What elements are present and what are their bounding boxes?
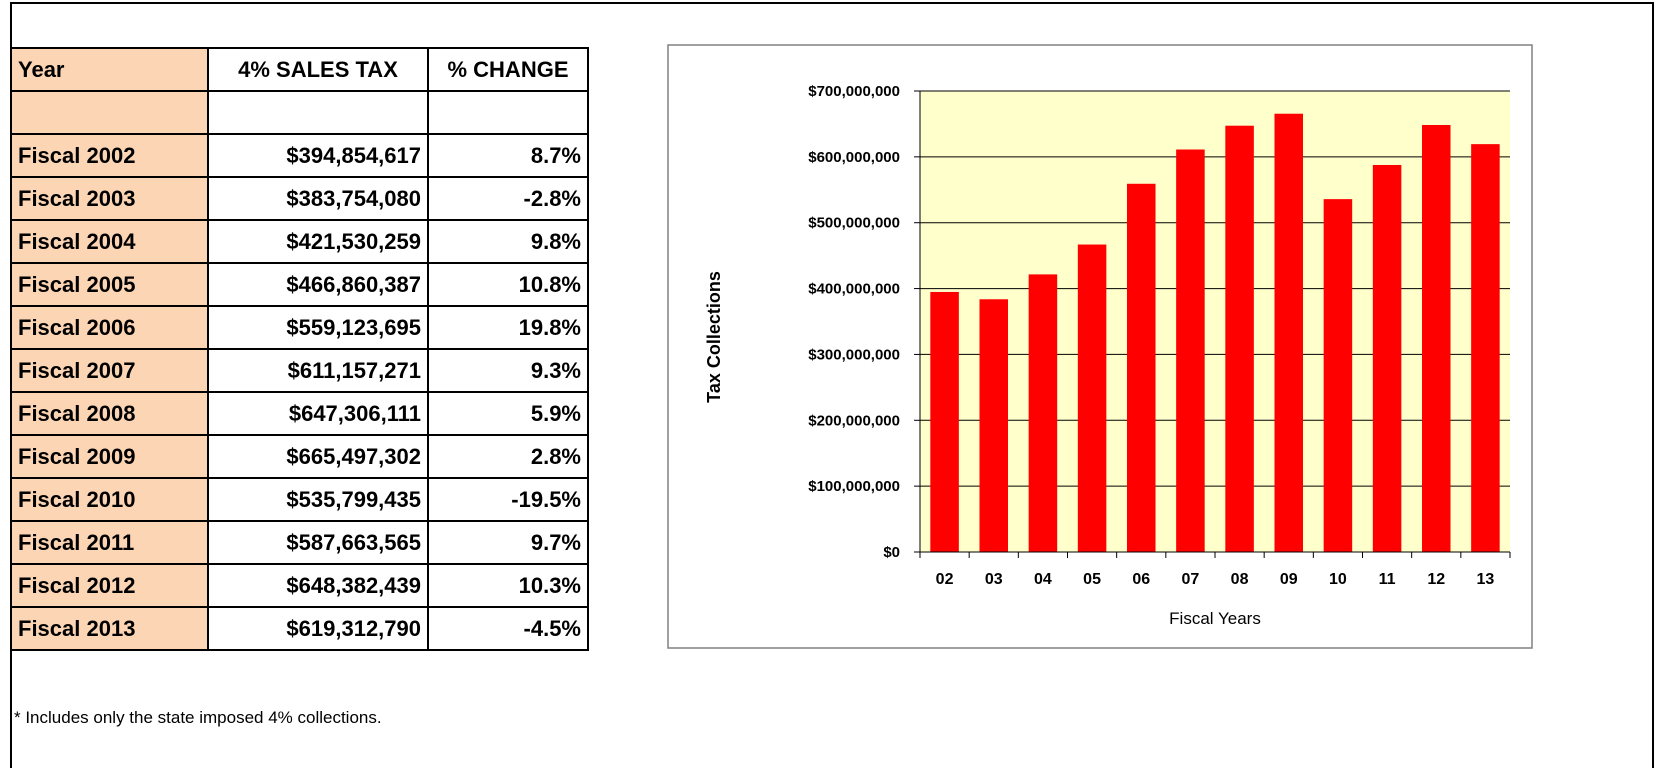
plot-area	[920, 91, 1510, 552]
table-cell: $611,157,271	[207, 348, 429, 393]
table-cell: $647,306,111	[207, 391, 429, 436]
bar	[1225, 125, 1254, 552]
y-tick-label: $500,000,000	[808, 215, 900, 232]
y-tick-label: $700,000,000	[808, 83, 900, 100]
x-tick-label: 03	[985, 571, 1003, 588]
table-cell: $421,530,259	[207, 219, 429, 264]
table-cell: Year	[10, 47, 209, 92]
bar	[930, 291, 959, 552]
x-tick-label: 12	[1427, 571, 1445, 588]
table-cell: Fiscal 2005	[10, 262, 209, 307]
y-tick-label: $300,000,000	[808, 346, 900, 363]
x-tick-label: 06	[1132, 571, 1150, 588]
x-tick-label: 02	[936, 571, 954, 588]
table-cell: 4% SALES TAX	[207, 47, 429, 92]
empty-cell	[207, 90, 429, 135]
bar	[1176, 149, 1205, 552]
table-cell: $587,663,565	[207, 520, 429, 565]
table-cell: Fiscal 2007	[10, 348, 209, 393]
table-cell: Fiscal 2006	[10, 305, 209, 350]
table-cell: $559,123,695	[207, 305, 429, 350]
x-tick-label: 07	[1182, 571, 1200, 588]
table-cell: $466,860,387	[207, 262, 429, 307]
table-cell: 2.8%	[427, 434, 589, 479]
x-tick-label: 11	[1379, 571, 1396, 588]
y-tick-label: $600,000,000	[808, 149, 900, 166]
y-axis-label: Tax Collections	[704, 271, 724, 403]
y-tick-label: $100,000,000	[808, 478, 900, 495]
table-cell: Fiscal 2009	[10, 434, 209, 479]
empty-cell	[10, 90, 209, 135]
x-tick-label: 13	[1477, 571, 1495, 588]
table-cell: Fiscal 2002	[10, 133, 209, 178]
x-tick-label: 04	[1034, 571, 1052, 588]
footnote: * Includes only the state imposed 4% col…	[14, 708, 382, 727]
bar	[1323, 199, 1353, 552]
bar	[1077, 244, 1107, 552]
table-cell: 8.7%	[427, 133, 589, 178]
bar	[979, 299, 1009, 552]
x-tick-label: 08	[1231, 571, 1249, 588]
table-cell: Fiscal 2010	[10, 477, 209, 522]
table-cell: 10.3%	[427, 563, 589, 608]
bar	[1421, 124, 1451, 553]
y-tick-label: $0	[883, 544, 900, 561]
bar	[1126, 183, 1156, 553]
y-tick-label: $200,000,000	[808, 412, 900, 429]
table-cell: -2.8%	[427, 176, 589, 221]
x-axis-label: Fiscal Years	[1169, 609, 1261, 628]
bar	[1372, 164, 1402, 552]
table-cell: -4.5%	[427, 606, 589, 651]
table-cell: 9.7%	[427, 520, 589, 565]
y-tick-label: $400,000,000	[808, 281, 900, 298]
x-tick-label: 09	[1280, 571, 1298, 588]
table-cell: $665,497,302	[207, 434, 429, 479]
bar	[1028, 274, 1058, 552]
bar	[1471, 144, 1500, 552]
table-cell: Fiscal 2013	[10, 606, 209, 651]
table-cell: Fiscal 2003	[10, 176, 209, 221]
table-cell: $383,754,080	[207, 176, 429, 221]
table-cell: Fiscal 2008	[10, 391, 209, 436]
table-cell: 10.8%	[427, 262, 589, 307]
x-tick-label: 10	[1329, 571, 1347, 588]
x-tick-label: 05	[1083, 571, 1101, 588]
table-cell: % CHANGE	[427, 47, 589, 92]
table-cell: 9.8%	[427, 219, 589, 264]
table-cell: Fiscal 2011	[10, 520, 209, 565]
bar	[1274, 113, 1304, 553]
table-cell: -19.5%	[427, 477, 589, 522]
